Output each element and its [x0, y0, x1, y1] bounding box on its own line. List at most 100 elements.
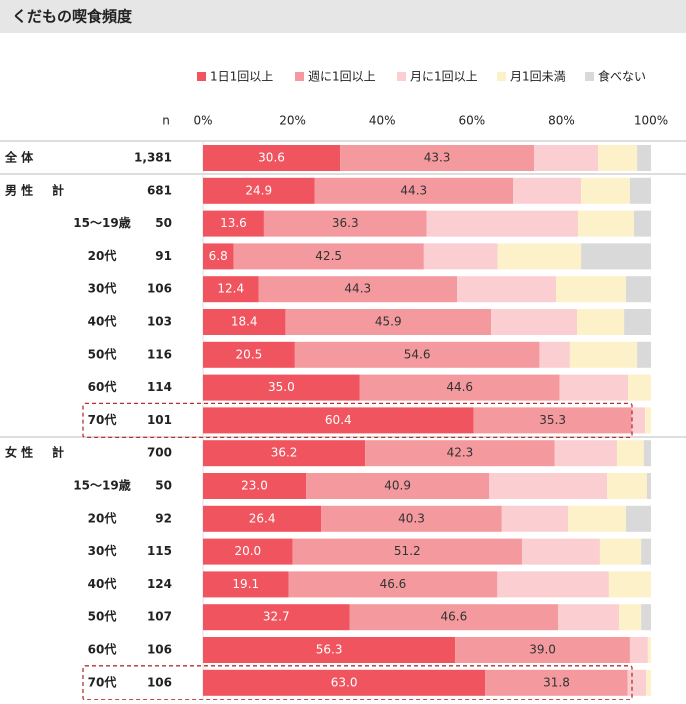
value-label: 40.9: [384, 479, 411, 493]
bar-segment: [203, 407, 474, 434]
value-label: 44.3: [400, 183, 427, 197]
row-label: 15〜19歳: [73, 215, 130, 230]
legend-label: 1日1回以上: [210, 70, 273, 84]
bar-segment: [203, 571, 289, 598]
chart-title: くだもの喫食頻度: [12, 8, 133, 26]
value-label: 35.3: [539, 413, 566, 427]
row-label: 30代: [88, 543, 117, 558]
bar-segment: [233, 243, 424, 270]
bar-segment: [616, 440, 644, 467]
bar-segment: [646, 473, 651, 499]
bar-segment: [554, 440, 617, 467]
n-value: 91: [155, 249, 172, 263]
bar-segment: [321, 505, 502, 532]
n-value: 107: [147, 610, 172, 624]
value-label: 42.3: [447, 446, 474, 460]
bar-segment: [491, 309, 578, 335]
value-label: 39.0: [529, 643, 556, 657]
bar-segment: [497, 571, 609, 598]
value-label: 60.4: [325, 413, 352, 427]
highlight-box: [82, 402, 633, 439]
bar-segment: [646, 669, 651, 696]
x-tick-label: 80%: [548, 114, 575, 128]
legend-swatch: [585, 72, 594, 81]
n-value: 101: [147, 413, 172, 427]
bar-segment: [359, 374, 560, 401]
bar-segment: [599, 538, 642, 565]
value-label: 45.9: [375, 315, 402, 329]
bar-segment: [624, 309, 651, 335]
bar-segment: [203, 637, 456, 663]
value-label: 19.1: [232, 577, 259, 591]
row-label: 70代: [88, 412, 117, 427]
bar-segment: [628, 374, 651, 401]
bar-segment: [457, 276, 557, 303]
bar-segment: [631, 407, 646, 434]
legend-swatch: [497, 72, 506, 81]
bar-segment: [497, 243, 582, 270]
legend-swatch: [397, 72, 406, 81]
bar-segment: [455, 637, 630, 663]
value-label: 36.2: [271, 446, 298, 460]
n-value: 700: [147, 446, 172, 460]
bar-segment: [203, 341, 295, 368]
bar-segment: [203, 374, 360, 401]
bar-segment: [556, 276, 626, 303]
bar-segment: [629, 177, 651, 204]
row-label: 20代: [88, 510, 117, 525]
bar-segment: [641, 538, 651, 565]
x-tick-label: 60%: [458, 114, 485, 128]
row-label: 20代: [88, 248, 117, 263]
value-label: 35.0: [268, 380, 295, 394]
bar-segment: [645, 407, 651, 434]
highlight-box: [82, 665, 633, 701]
n-value: 115: [147, 544, 172, 558]
value-label: 44.6: [446, 380, 473, 394]
bar-segment: [294, 341, 540, 368]
group-label: 男 性: [5, 182, 33, 197]
legend-label: 月に1回以上: [410, 70, 478, 84]
bar-segment: [647, 637, 651, 663]
bar-segment: [629, 637, 648, 663]
bar-segment: [203, 276, 259, 303]
bar-segment: [539, 341, 570, 368]
bar-segment: [608, 571, 651, 598]
value-label: 63.0: [331, 675, 358, 689]
bar-segment: [306, 473, 490, 499]
value-label: 20.5: [236, 347, 263, 361]
bar-segment: [203, 243, 234, 270]
bar-segment: [203, 210, 264, 237]
value-label: 46.6: [380, 577, 407, 591]
legend-swatch: [197, 72, 206, 81]
bar-segment: [581, 177, 630, 204]
bar-segment: [641, 604, 651, 631]
bar-segment: [577, 210, 634, 237]
n-value: 92: [155, 511, 172, 525]
legend-label: 週に1回以上: [308, 70, 376, 84]
title-bar: [0, 0, 686, 33]
value-label: 26.4: [249, 511, 276, 525]
row-label: 計: [52, 182, 64, 197]
value-label: 24.9: [245, 183, 272, 197]
bar-segment: [607, 473, 647, 499]
bar-segment: [598, 145, 638, 171]
row-label: 15〜19歳: [73, 478, 130, 493]
n-value: 50: [155, 216, 172, 230]
bar-segment: [501, 505, 569, 532]
row-label: 50代: [88, 609, 117, 624]
n-header: n: [162, 114, 170, 128]
row-label: 60代: [88, 642, 117, 657]
value-label: 6.8: [209, 249, 228, 263]
bar-segment: [625, 276, 651, 303]
bar-segment: [643, 440, 651, 467]
row-label: 40代: [88, 576, 117, 591]
legend-swatch: [295, 72, 304, 81]
value-label: 46.6: [441, 610, 468, 624]
n-value: 1,381: [134, 151, 172, 165]
value-label: 12.4: [217, 282, 244, 296]
legend-label: 月1回未満: [510, 70, 566, 84]
bar-segment: [314, 177, 514, 204]
row-label: 全 体: [4, 150, 34, 165]
n-value: 106: [147, 282, 172, 296]
